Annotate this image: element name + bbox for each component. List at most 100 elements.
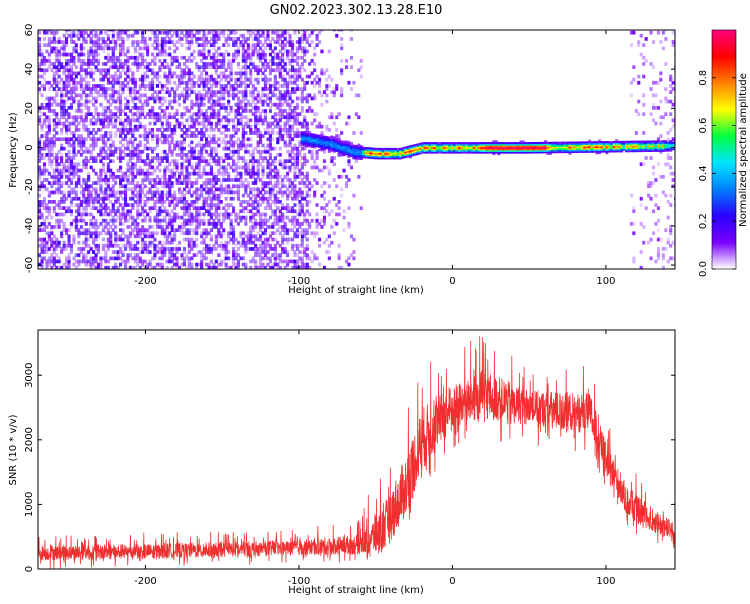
spectrogram-cell — [67, 143, 71, 148]
spectrogram-cell — [65, 65, 69, 69]
spectrogram-cell — [185, 253, 189, 257]
spectrogram-cell — [50, 215, 54, 220]
spectrogram-cell — [278, 200, 282, 204]
spectrogram-cell — [163, 228, 167, 232]
spectrogram-cell — [239, 146, 243, 151]
spectrogram-cell — [310, 259, 314, 264]
spectrogram-cell — [246, 165, 250, 170]
spectrogram-cell — [271, 209, 275, 214]
spectrogram-cell — [101, 156, 105, 160]
spectrogram-cell — [119, 65, 123, 69]
spectrogram-cell — [197, 156, 201, 160]
spectrogram-cell — [119, 93, 123, 98]
spectrogram-cell — [291, 243, 295, 248]
spectrogram-cell — [318, 262, 322, 267]
spectrogram-cell — [114, 112, 118, 116]
spectrogram-cell — [106, 237, 110, 242]
spectrogram-cell — [87, 62, 91, 66]
spectrogram-cell — [116, 30, 120, 35]
spectrogram-cell — [268, 90, 272, 94]
spectrogram-cell — [96, 40, 100, 44]
spectrogram-cell — [45, 106, 49, 110]
spectrogram-cell — [111, 159, 115, 163]
spectrogram-cell — [109, 149, 113, 154]
spectrogram-cell — [50, 102, 54, 107]
spectrogram-cell — [138, 190, 142, 195]
spectrogram-cell — [200, 37, 204, 41]
spectrogram-cell — [151, 156, 155, 160]
spectrogram-cell — [271, 128, 275, 132]
spectrogram-cell — [291, 128, 295, 132]
spectrogram-cell — [249, 30, 253, 35]
spectrogram-cell — [281, 215, 285, 220]
spectrogram-cell — [234, 87, 238, 91]
spectrogram-cell — [65, 124, 69, 129]
spectrogram-cell — [126, 74, 130, 79]
spectrogram-cell — [168, 225, 172, 229]
spectrogram-cell — [131, 106, 135, 110]
spectrogram-cell — [92, 203, 96, 207]
spectrogram-cell — [281, 115, 285, 120]
spectrogram-cell — [209, 190, 213, 195]
spectrogram-cell — [160, 184, 164, 189]
spectrogram-cell — [293, 215, 297, 220]
spectrogram-cell — [52, 134, 56, 138]
spectrogram-cell — [74, 80, 78, 85]
spectrogram-cell — [251, 206, 255, 210]
spectrogram-cell — [291, 52, 295, 57]
spectrogram-cell — [308, 193, 312, 198]
spectrogram-cell — [308, 74, 312, 79]
spectrogram-cell — [214, 33, 218, 38]
spectrogram-cell — [55, 225, 59, 229]
spectrogram-cell — [286, 228, 290, 232]
spectrogram-cell — [293, 193, 297, 198]
spectrogram-cell — [182, 30, 186, 32]
spectrogram-cell — [256, 71, 260, 76]
spectrogram-cell — [153, 99, 157, 104]
spectrogram-cell — [298, 153, 302, 157]
spectrogram-cell — [74, 128, 78, 132]
spectrogram-cell — [168, 52, 172, 57]
spectrogram-cell — [197, 106, 201, 110]
spectrogram-cell — [160, 131, 164, 135]
spectrogram-cell — [259, 250, 263, 254]
spectrogram-cell — [293, 115, 297, 120]
spectrogram-cell — [205, 43, 209, 47]
spectrogram-cell — [47, 237, 51, 242]
spectrogram-cell — [67, 259, 71, 264]
spectrogram-cell — [278, 74, 282, 79]
spectrogram-cell — [72, 96, 76, 101]
spectrogram-cell — [160, 124, 164, 129]
spectrogram-cells — [38, 30, 675, 269]
spectrogram-cell — [153, 237, 157, 242]
spectrogram-cell — [271, 137, 275, 142]
spectrogram-cell — [143, 159, 147, 163]
spectrogram-cell — [126, 243, 130, 248]
spectrogram-cell — [42, 256, 46, 261]
spectrogram-cell — [266, 203, 270, 207]
spectrogram-cell — [293, 77, 297, 82]
spectrogram-cell — [271, 68, 275, 73]
spectrogram-cell — [246, 231, 250, 236]
spectrogram-cell — [155, 118, 159, 123]
spectrogram-cell — [180, 228, 184, 232]
spectrogram-cell — [168, 218, 172, 223]
spectrogram-cell — [224, 156, 228, 160]
spectrogram-cell — [214, 203, 218, 207]
spectrogram-cell — [286, 71, 290, 76]
spectrogram-cell — [273, 168, 277, 173]
spectrogram-cell — [268, 140, 272, 145]
spectrogram-cell — [82, 190, 86, 195]
spectrogram-cell — [40, 112, 44, 116]
spectrogram-cell — [87, 55, 91, 60]
spectrogram-cell — [155, 115, 159, 120]
spectrogram-cell — [143, 59, 147, 63]
spectrogram-cell — [254, 109, 258, 113]
spectrogram-cell — [234, 40, 238, 44]
spectrogram-cell — [300, 181, 304, 185]
spectrogram-cell — [190, 237, 194, 242]
spectrogram-cell — [116, 109, 120, 113]
spectrogram-cell — [84, 234, 88, 239]
spectrogram-cell — [114, 200, 118, 204]
spectrogram-cell — [244, 159, 248, 163]
